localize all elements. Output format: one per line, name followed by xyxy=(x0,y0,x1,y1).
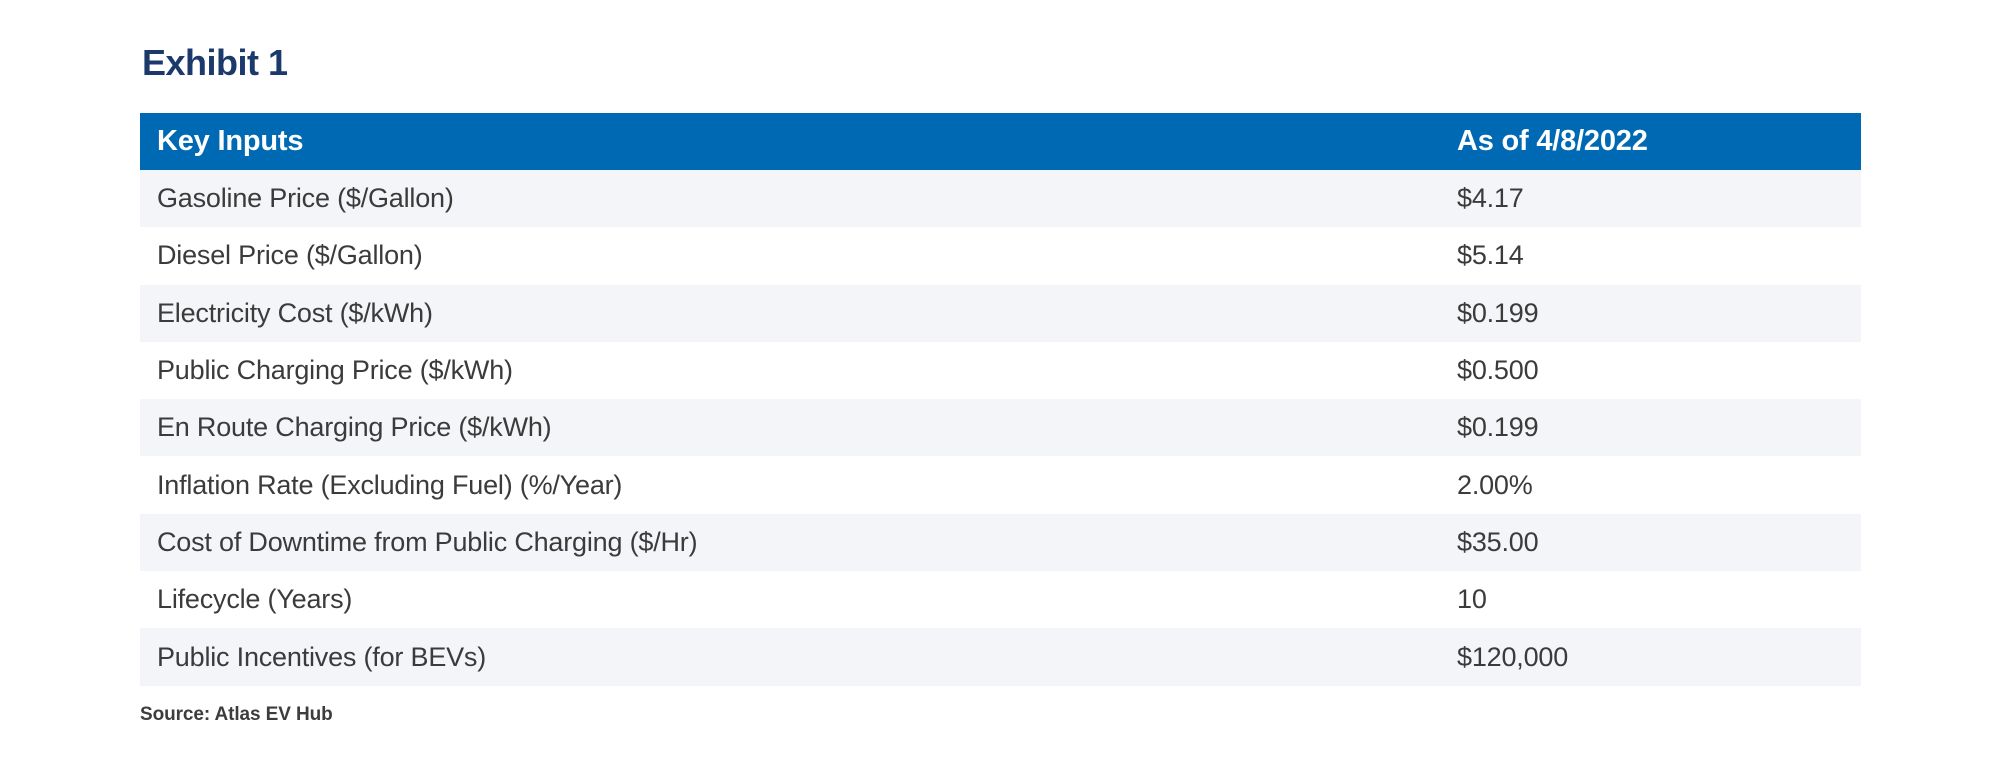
row-label: En Route Charging Price ($/kWh) xyxy=(157,412,552,443)
row-value: 2.00% xyxy=(1457,469,1533,500)
row-value: $0.500 xyxy=(1457,355,1539,386)
table-header-row: Key Inputs As of 4/8/2022 xyxy=(140,113,1861,170)
key-inputs-table: Key Inputs As of 4/8/2022 Gasoline Price… xyxy=(140,113,1861,686)
row-value: 10 xyxy=(1457,584,1487,615)
row-label: Electricity Cost ($/kWh) xyxy=(157,297,433,328)
table-row: Gasoline Price ($/Gallon) $4.17 xyxy=(140,170,1861,228)
table-row: Diesel Price ($/Gallon) $5.14 xyxy=(140,227,1861,285)
table-row: Public Incentives (for BEVs) $120,000 xyxy=(140,628,1861,686)
source-note: Source: Atlas EV Hub xyxy=(140,704,333,725)
row-label: Lifecycle (Years) xyxy=(157,584,353,615)
table-row: Public Charging Price ($/kWh) $0.500 xyxy=(140,341,1861,400)
table-row: En Route Charging Price ($/kWh) $0.199 xyxy=(140,399,1861,457)
row-value: $4.17 xyxy=(1457,183,1524,214)
row-value: $0.199 xyxy=(1457,297,1539,328)
row-label: Public Incentives (for BEVs) xyxy=(157,641,487,672)
table-row: Inflation Rate (Excluding Fuel) (%/Year)… xyxy=(140,456,1861,514)
table-body: Gasoline Price ($/Gallon) $4.17 Diesel P… xyxy=(140,170,1861,686)
table-row: Lifecycle (Years) 10 xyxy=(140,571,1861,629)
table-header-value: As of 4/8/2022 xyxy=(1457,125,1648,157)
row-label: Inflation Rate (Excluding Fuel) (%/Year) xyxy=(157,469,623,500)
row-value: $5.14 xyxy=(1457,240,1524,271)
table-row: Electricity Cost ($/kWh) $0.199 xyxy=(140,284,1861,342)
row-label: Gasoline Price ($/Gallon) xyxy=(157,183,454,214)
row-value: $0.199 xyxy=(1457,412,1539,443)
row-value: $120,000 xyxy=(1457,641,1569,672)
row-value: $35.00 xyxy=(1457,526,1539,557)
row-label: Public Charging Price ($/kWh) xyxy=(157,355,513,386)
exhibit-title: Exhibit 1 xyxy=(142,42,288,83)
row-label: Cost of Downtime from Public Charging ($… xyxy=(157,526,698,557)
row-label: Diesel Price ($/Gallon) xyxy=(157,240,423,271)
table-header-label: Key Inputs xyxy=(157,125,304,157)
table-row: Cost of Downtime from Public Charging ($… xyxy=(140,513,1861,572)
